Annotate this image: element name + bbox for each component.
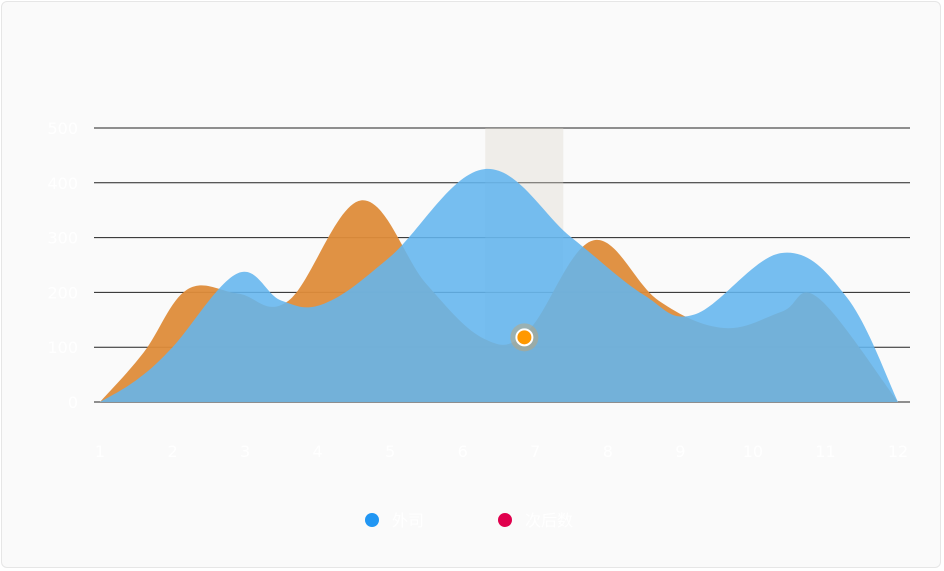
highlight-marker[interactable] [510, 323, 539, 352]
legend-swatch-1[interactable] [365, 513, 379, 527]
x-tick-label: 11 [815, 442, 835, 461]
legend-label-1[interactable]: 外司 [392, 511, 424, 530]
x-tick-label: 6 [458, 442, 468, 461]
y-tick-label: 300 [47, 229, 78, 248]
x-tick-label: 4 [313, 442, 323, 461]
y-tick-label: 500 [47, 119, 78, 138]
x-tick-label: 12 [888, 442, 908, 461]
y-tick-label: 0 [68, 393, 78, 412]
x-tick-label: 9 [675, 442, 685, 461]
legend: 外司 次后数 [365, 511, 573, 530]
legend-label-2[interactable]: 次后数 [525, 511, 573, 530]
y-tick-label: 200 [47, 283, 78, 302]
x-tick-label: 8 [603, 442, 613, 461]
legend-swatch-2[interactable] [498, 513, 512, 527]
y-tick-label: 400 [47, 174, 78, 193]
x-tick-label: 1 [95, 442, 105, 461]
x-tick-label: 3 [240, 442, 250, 461]
marker-dot[interactable] [515, 328, 534, 347]
y-axis-ticks: 0 100 200 300 400 500 [47, 119, 78, 412]
x-tick-label: 2 [167, 442, 177, 461]
x-axis-ticks: 1 2 3 4 5 6 7 8 9 10 11 12 [95, 442, 908, 461]
series-area-1 [100, 168, 898, 402]
x-tick-label: 5 [385, 442, 395, 461]
series-areas [100, 168, 898, 402]
x-tick-label: 10 [743, 442, 763, 461]
x-tick-label: 7 [530, 442, 540, 461]
y-tick-label: 100 [47, 338, 78, 357]
